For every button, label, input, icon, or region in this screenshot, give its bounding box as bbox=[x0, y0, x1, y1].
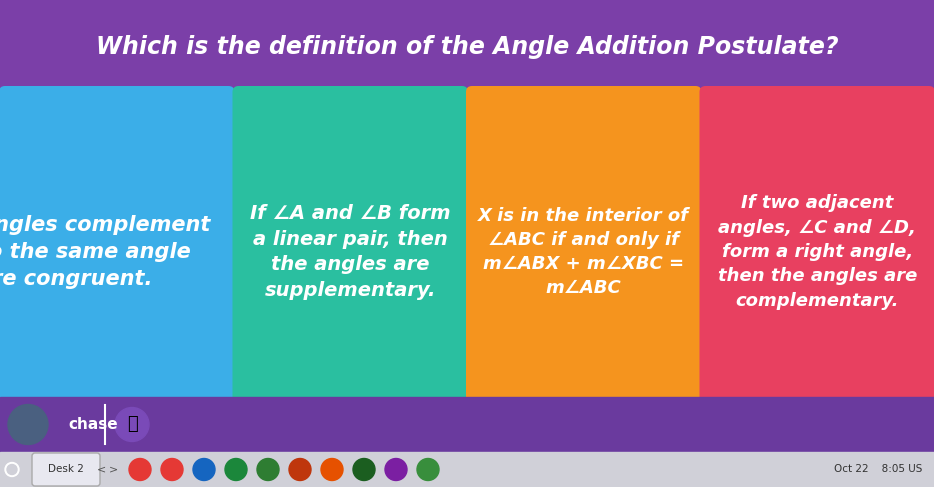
Text: If ∠A and ∠B form
a linear pair, then
the angles are
supplementary.: If ∠A and ∠B form a linear pair, then th… bbox=[250, 204, 450, 300]
Text: 🤚: 🤚 bbox=[127, 415, 137, 433]
Text: Which is the definition of the Angle Addition Postulate?: Which is the definition of the Angle Add… bbox=[95, 35, 839, 59]
Circle shape bbox=[353, 458, 375, 481]
Circle shape bbox=[8, 405, 48, 445]
Text: Oct 22    8:05 US: Oct 22 8:05 US bbox=[834, 465, 922, 474]
Circle shape bbox=[193, 458, 215, 481]
FancyBboxPatch shape bbox=[700, 86, 934, 418]
Circle shape bbox=[161, 458, 183, 481]
Text: Desk 2: Desk 2 bbox=[48, 465, 84, 474]
FancyBboxPatch shape bbox=[702, 90, 934, 422]
Text: If two adjacent
angles, ∠C and ∠D,
form a right angle,
then the angles are
compl: If two adjacent angles, ∠C and ∠D, form … bbox=[717, 194, 917, 310]
Circle shape bbox=[321, 458, 343, 481]
Circle shape bbox=[115, 408, 149, 442]
Text: Angles complement
to the same angle
are congruent.: Angles complement to the same angle are … bbox=[0, 215, 210, 289]
Circle shape bbox=[225, 458, 247, 481]
FancyBboxPatch shape bbox=[466, 86, 701, 418]
FancyBboxPatch shape bbox=[32, 453, 100, 486]
Circle shape bbox=[5, 463, 19, 476]
Text: X is in the interior of
∠ABC if and only if
m∠ABX + m∠XBC =
m∠ABC: X is in the interior of ∠ABC if and only… bbox=[478, 206, 689, 298]
Circle shape bbox=[289, 458, 311, 481]
FancyBboxPatch shape bbox=[235, 90, 471, 422]
Circle shape bbox=[417, 458, 439, 481]
Circle shape bbox=[385, 458, 407, 481]
FancyBboxPatch shape bbox=[2, 90, 237, 422]
Text: <: < bbox=[97, 465, 106, 474]
Bar bbox=[0, 397, 934, 452]
Text: >: > bbox=[109, 465, 119, 474]
Text: chase: chase bbox=[68, 417, 118, 432]
FancyBboxPatch shape bbox=[469, 90, 704, 422]
FancyBboxPatch shape bbox=[0, 86, 234, 418]
Circle shape bbox=[7, 465, 17, 474]
FancyBboxPatch shape bbox=[233, 86, 468, 418]
Bar bbox=[0, 452, 934, 487]
Circle shape bbox=[257, 458, 279, 481]
Circle shape bbox=[129, 458, 151, 481]
